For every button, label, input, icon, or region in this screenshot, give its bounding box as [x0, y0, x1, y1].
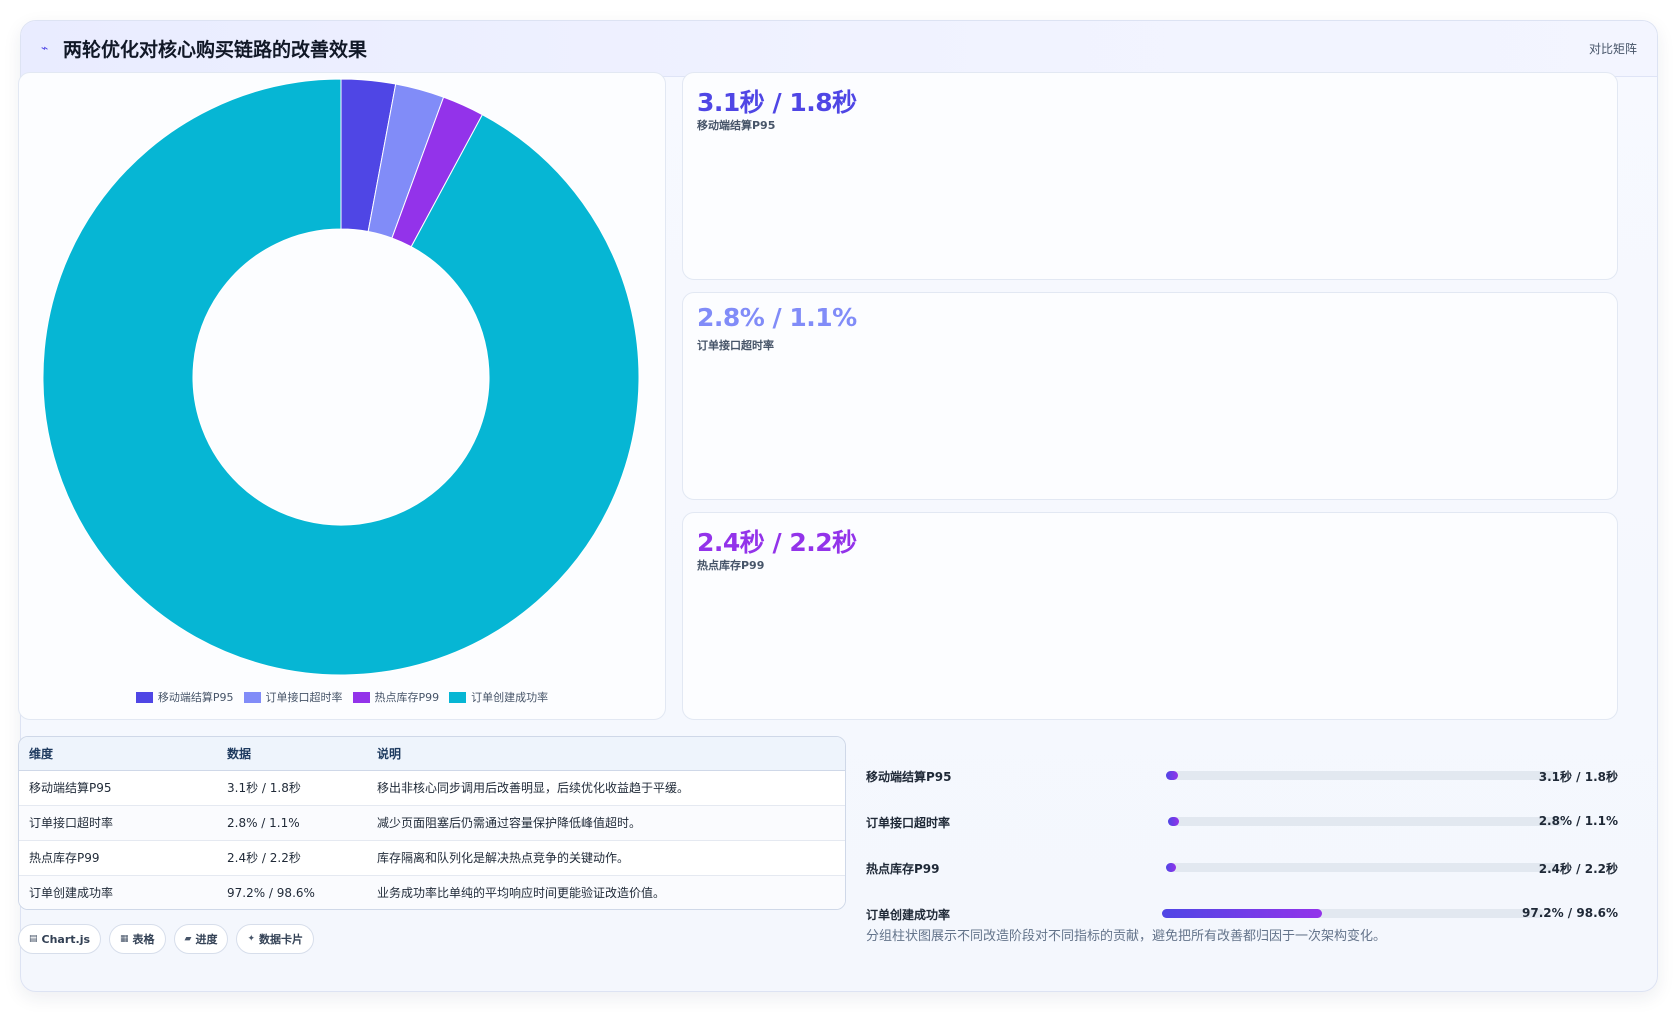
stat-label: 移动端结算P95	[697, 119, 776, 132]
progress-row: 热点库存P99 2.4秒 / 2.2秒	[866, 858, 1618, 878]
table-cell: 移出非核心同步调用后改善明显，后续优化收益趋于平缓。	[367, 770, 845, 806]
progress-value: 2.4秒 / 2.2秒	[1538, 862, 1618, 876]
progress-icon: ▰	[184, 934, 192, 944]
progress-fill	[1166, 863, 1177, 872]
table-cell: 减少页面阻塞后仍需通过容量保护降低峰值超时。	[367, 805, 845, 841]
progress-label: 订单接口超时率	[866, 816, 951, 830]
donut-chart	[42, 78, 640, 676]
legend-label: 热点库存P99	[374, 691, 440, 704]
table-icon: ▦	[120, 934, 129, 944]
chip-label: 表格	[132, 933, 155, 946]
table-cell: 订单创建成功率	[19, 875, 217, 909]
progress-fill	[1162, 909, 1323, 918]
chart-footnote: 分组柱状图展示不同改造阶段对不同指标的贡献，避免把所有改善都归因于一次架构变化。	[866, 929, 1387, 944]
table-cell: 3.1秒 / 1.8秒	[217, 770, 367, 806]
table-cell: 订单接口超时率	[19, 805, 217, 841]
table-cell: 业务成功率比单纯的平均响应时间更能验证改造价值。	[367, 875, 845, 909]
table-row: 移动端结算P95 3.1秒 / 1.8秒 移出非核心同步调用后改善明显，后续优化…	[19, 770, 845, 806]
column-header: 维度	[19, 737, 217, 771]
table-row: 热点库存P99 2.4秒 / 2.2秒 库存隔离和队列化是解决热点竞争的关键动作…	[19, 840, 845, 876]
column-header: 数据	[217, 737, 367, 771]
table-row: 订单创建成功率 97.2% / 98.6% 业务成功率比单纯的平均响应时间更能验…	[19, 875, 845, 909]
donut-chart-card: 移动端结算P95 订单接口超时率 热点库存P99 订单创建成功率	[18, 72, 666, 720]
legend-swatch	[135, 691, 153, 703]
legend-label: 移动端结算P95	[157, 691, 234, 704]
progress-fill	[1166, 771, 1179, 780]
column-header: 说明	[367, 737, 845, 771]
chip-progress[interactable]: ▰ 进度	[173, 924, 229, 954]
comparison-table: 维度 数据 说明 移动端结算P95 3.1秒 / 1.8秒 移出非核心同步调用后…	[18, 736, 846, 910]
progress-track	[1166, 771, 1558, 780]
legend-item[interactable]: 订单创建成功率	[449, 689, 548, 705]
progress-value: 3.1秒 / 1.8秒	[1538, 770, 1618, 784]
legend-item[interactable]: 移动端结算P95	[135, 689, 234, 705]
stat-card-order-timeout: 2.8% / 1.1% 订单接口超时率	[682, 292, 1618, 500]
chip-label: Chart.js	[41, 932, 91, 946]
progress-track	[1168, 817, 1564, 826]
stat-card-hot-inventory: 2.4秒 / 2.2秒 热点库存P99	[682, 512, 1618, 720]
table-cell: 2.8% / 1.1%	[217, 805, 367, 841]
chart-legend: 移动端结算P95 订单接口超时率 热点库存P99 订单创建成功率	[19, 689, 665, 705]
progress-fill	[1168, 817, 1180, 826]
trend-icon: ⌁	[41, 41, 49, 55]
table-row: 订单接口超时率 2.8% / 1.1% 减少页面阻塞后仍需通过容量保护降低峰值超…	[19, 805, 845, 841]
comparison-matrix-tag: 对比矩阵	[1588, 42, 1637, 56]
progress-value: 2.8% / 1.1%	[1538, 814, 1618, 828]
chip-label: 进度	[195, 933, 218, 946]
table-cell: 库存隔离和队列化是解决热点竞争的关键动作。	[367, 840, 845, 876]
stat-value: 3.1秒 / 1.8秒	[697, 88, 857, 117]
progress-row: 移动端结算P95 3.1秒 / 1.8秒	[866, 766, 1618, 786]
chip-table[interactable]: ▦ 表格	[109, 924, 166, 954]
legend-item[interactable]: 热点库存P99	[352, 689, 440, 705]
stat-card-mobile-checkout: 3.1秒 / 1.8秒 移动端结算P95	[682, 72, 1618, 280]
page-title: 两轮优化对核心购买链路的改善效果	[63, 39, 368, 61]
legend-label: 订单创建成功率	[471, 691, 549, 704]
progress-track	[1162, 909, 1544, 918]
progress-label: 热点库存P99	[866, 862, 940, 876]
chip-data-card[interactable]: ✦ 数据卡片	[236, 924, 315, 954]
table-cell: 97.2% / 98.6%	[217, 875, 367, 909]
progress-label: 移动端结算P95	[866, 770, 952, 784]
progress-track	[1166, 863, 1558, 872]
progress-row: 订单接口超时率 2.8% / 1.1%	[866, 812, 1618, 832]
chip-chartjs[interactable]: ▤ Chart.js	[18, 924, 102, 954]
legend-item[interactable]: 订单接口超时率	[243, 689, 343, 705]
table-header-row: 维度 数据 说明	[19, 737, 845, 771]
chart-icon: ▤	[29, 934, 38, 944]
table-cell: 热点库存P99	[19, 840, 217, 876]
feature-chips: ▤ Chart.js ▦ 表格 ▰ 进度 ✦ 数据卡片	[18, 924, 315, 954]
legend-swatch	[449, 691, 467, 703]
donut-slice[interactable]	[42, 78, 640, 676]
table-cell: 移动端结算P95	[19, 770, 217, 806]
stat-label: 订单接口超时率	[697, 339, 774, 352]
legend-swatch	[352, 691, 370, 703]
progress-row: 订单创建成功率 97.2% / 98.6%	[866, 904, 1618, 924]
stat-value: 2.4秒 / 2.2秒	[697, 528, 857, 557]
legend-label: 订单接口超时率	[265, 691, 343, 704]
progress-label: 订单创建成功率	[866, 908, 951, 922]
chip-label: 数据卡片	[259, 933, 304, 946]
panel-header: ⌁ 两轮优化对核心购买链路的改善效果 对比矩阵	[21, 21, 1657, 77]
stat-value: 2.8% / 1.1%	[697, 303, 857, 332]
progress-value: 97.2% / 98.6%	[1522, 906, 1618, 920]
stat-label: 热点库存P99	[697, 559, 765, 572]
legend-swatch	[243, 691, 261, 703]
sparkle-icon: ✦	[247, 934, 256, 944]
table-cell: 2.4秒 / 2.2秒	[217, 840, 367, 876]
